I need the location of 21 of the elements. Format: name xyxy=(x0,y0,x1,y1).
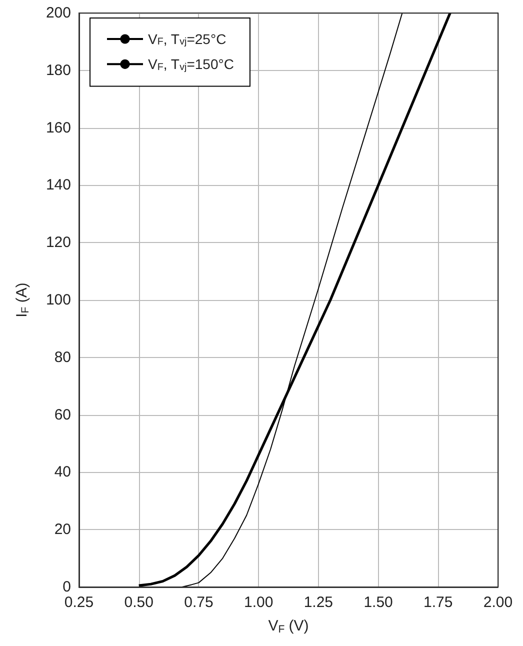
x-tick-label: 1.25 xyxy=(304,594,334,611)
y-tick-label: 160 xyxy=(46,119,71,136)
x-tick-label: 0.25 xyxy=(64,594,94,611)
y-tick-label: 60 xyxy=(54,406,71,424)
y-tick-label: 80 xyxy=(54,348,71,366)
x-tick-label: 1.50 xyxy=(364,594,393,611)
y-tick-label: 0 xyxy=(62,578,71,596)
y-axis-title: IF (A) xyxy=(14,282,32,318)
x-tick-label: 1.00 xyxy=(244,594,274,611)
y-tick-label: 200 xyxy=(46,4,71,22)
y-tick-label: 180 xyxy=(46,62,71,79)
y-tick-label: 120 xyxy=(46,234,71,252)
y-tick-label: 20 xyxy=(54,521,71,538)
x-tick-label: 0.50 xyxy=(124,594,154,611)
line-series xyxy=(138,12,452,587)
x-tick-label: 2.00 xyxy=(483,594,513,611)
x-tick-label: 1.75 xyxy=(424,594,453,611)
y-tick-label: 140 xyxy=(46,176,71,194)
x-tick-label: 0.75 xyxy=(184,594,214,611)
y-tick-label: 100 xyxy=(46,292,71,308)
y-tick-label: 40 xyxy=(54,464,71,481)
